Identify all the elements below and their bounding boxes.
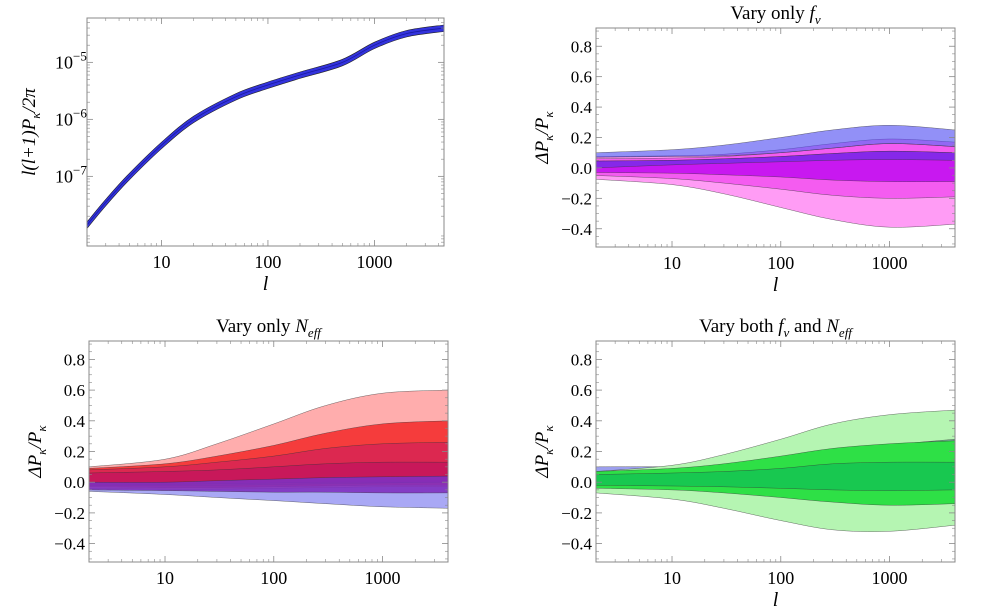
- title-subscript: eff: [308, 325, 323, 340]
- y-axis-label: l(l+1)Pκ/2π: [19, 88, 43, 176]
- chart-title: Vary only fν: [730, 3, 820, 27]
- plot-frame: [86, 17, 445, 247]
- x-tick-label: 100: [254, 252, 281, 272]
- y-tick-label: −0.2: [561, 189, 592, 208]
- x-axis-label: l: [773, 274, 779, 296]
- plot-area: [87, 24, 444, 229]
- x-tick-label: 10: [152, 252, 170, 272]
- x-tick-label: 1000: [872, 253, 908, 273]
- title-subscript: ν: [784, 325, 790, 340]
- x-tick-label: 1000: [356, 252, 392, 272]
- y-label-subscript: κ: [28, 112, 43, 119]
- y-label-text: ΔP: [532, 454, 553, 478]
- y-label-text: /P: [532, 117, 553, 135]
- y-label-text: /P: [532, 431, 553, 449]
- x-axis-label: l: [773, 589, 779, 610]
- y-label-text: ΔP: [25, 454, 46, 478]
- y-label-text: l(l+1)P: [19, 118, 40, 176]
- y-tick-label: −0.4: [561, 535, 592, 554]
- y-tick-label: 0.8: [571, 37, 592, 56]
- y-tick-label: 0.4: [571, 412, 593, 431]
- y-axis-label: ΔPκ/Pκ: [532, 425, 556, 479]
- y-tick-label: 0.8: [64, 350, 85, 369]
- plot-area: [596, 409, 955, 532]
- title-subscript: ν: [815, 12, 821, 27]
- x-tick-label: 10: [156, 568, 174, 588]
- y-tick-label: 0.4: [571, 98, 593, 117]
- y-tick-label: 10−5: [55, 48, 87, 72]
- chart-panel-vary-fnu: 10 100 1000−0.4−0.20.00.20.40.60.8lΔPκ/PκV…: [532, 3, 956, 296]
- plot-area: [596, 125, 955, 228]
- y-tick-exponent: −7: [73, 162, 87, 177]
- spectrum-band: [87, 24, 444, 229]
- y-tick-label: 0.2: [571, 129, 592, 148]
- x-tick-label: 1000: [365, 568, 401, 588]
- error-band: [596, 461, 955, 491]
- y-tick-exponent: −6: [73, 105, 87, 120]
- y-tick-label: 0.0: [571, 159, 592, 178]
- title-symbol: f: [810, 3, 818, 24]
- y-tick-label: −0.2: [561, 504, 592, 523]
- title-text: Vary only: [216, 316, 295, 337]
- error-band: [596, 150, 955, 169]
- y-label-text: ΔP: [532, 140, 553, 164]
- x-tick-label: 100: [767, 568, 794, 588]
- y-tick-mantissa: 10: [55, 109, 73, 129]
- chart-title: Vary both fν and Neff: [699, 316, 854, 340]
- y-tick-label: 0.6: [64, 381, 85, 400]
- x-tick-label: 10: [663, 253, 681, 273]
- title-text: Vary both: [699, 316, 778, 337]
- title-subscript: eff: [839, 325, 854, 340]
- y-tick-label: 0.0: [571, 473, 592, 492]
- y-tick-label: 0.4: [64, 412, 86, 431]
- chart-panel-vary-both: 10 100 1000−0.4−0.20.00.20.40.60.8lΔPκ/PκV…: [532, 316, 956, 610]
- y-label-text: /P: [25, 431, 46, 449]
- y-tick-label: −0.4: [561, 220, 592, 239]
- title-text: Vary only: [730, 3, 809, 24]
- title-text: and: [789, 316, 826, 337]
- y-tick-label: 0.2: [64, 443, 85, 462]
- y-tick-label: 10−7: [55, 162, 87, 186]
- x-tick-label: 10: [663, 568, 681, 588]
- y-tick-mantissa: 10: [55, 166, 73, 186]
- error-band: [89, 475, 448, 494]
- plot-area: [89, 389, 448, 509]
- y-tick-label: −0.2: [54, 504, 85, 523]
- x-tick-label: 100: [767, 253, 794, 273]
- title-symbol: N: [825, 316, 840, 337]
- x-tick-label: 100: [260, 568, 287, 588]
- y-label-subscript: κ: [541, 425, 556, 432]
- x-axis-label: l: [263, 273, 269, 295]
- spectrum-line: [87, 27, 444, 226]
- title-symbol: N: [294, 316, 309, 337]
- y-label-subscript: κ: [34, 425, 49, 432]
- x-tick-label: 1000: [872, 568, 908, 588]
- chart-title: Vary only Neff: [216, 316, 323, 340]
- y-tick-mantissa: 10: [55, 52, 73, 72]
- y-tick-label: 0.8: [571, 350, 592, 369]
- y-tick-label: 0.6: [571, 381, 592, 400]
- y-axis-label: ΔPκ/Pκ: [25, 425, 49, 479]
- y-tick-label: −0.4: [54, 535, 85, 554]
- y-label-subscript: κ: [34, 448, 49, 455]
- title-symbol: f: [778, 316, 786, 337]
- chart-panel-vary-neff: 10 100 1000−0.4−0.20.00.20.40.60.8ΔPκ/PκVa…: [25, 316, 449, 588]
- y-axis-label: ΔPκ/Pκ: [532, 111, 556, 165]
- y-tick-label: 10−6: [55, 105, 87, 129]
- y-tick-exponent: −5: [73, 48, 87, 63]
- y-tick-label: 0.0: [64, 473, 85, 492]
- y-label-subscript: κ: [541, 134, 556, 141]
- y-tick-label: 0.2: [571, 443, 592, 462]
- y-label-subscript: κ: [541, 448, 556, 455]
- y-label-subscript: κ: [541, 111, 556, 118]
- error-band: [596, 125, 955, 158]
- y-tick-label: 0.6: [571, 68, 592, 87]
- y-label-text: /2π: [19, 88, 40, 114]
